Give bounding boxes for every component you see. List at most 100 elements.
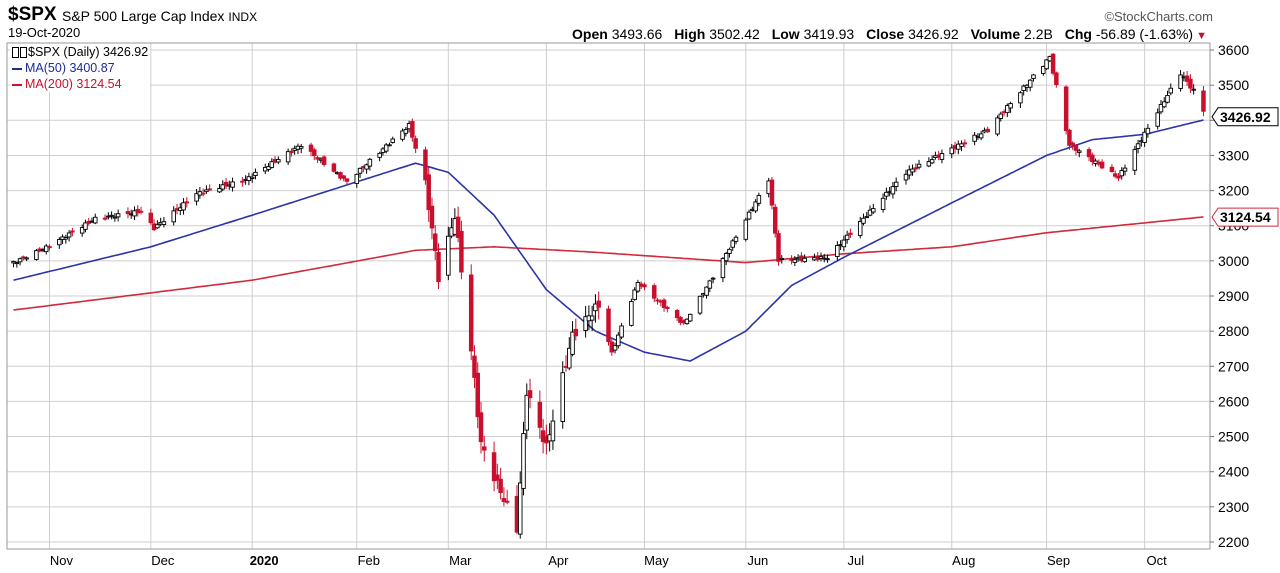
candle-body	[308, 144, 314, 152]
candle-body	[200, 192, 206, 195]
candle-body	[521, 433, 526, 489]
x-tick-label: Mar	[449, 553, 472, 568]
volume-value: 2.2B	[1024, 26, 1053, 42]
candle-body	[776, 233, 781, 262]
down-arrow-icon: ▼	[1196, 30, 1207, 42]
open-label: Open	[572, 26, 608, 42]
candle-body	[1076, 150, 1082, 153]
candle-body	[1191, 88, 1196, 91]
candle-body	[269, 161, 275, 168]
y-tick-label: 2800	[1218, 323, 1249, 339]
candle-body	[161, 221, 167, 225]
candle-body	[1178, 74, 1183, 89]
candle-body	[1070, 142, 1075, 146]
candle-body	[501, 498, 507, 503]
candle-body	[1021, 85, 1026, 91]
candlestick-series	[11, 53, 1206, 539]
candle-body	[642, 284, 647, 288]
candle-body	[132, 210, 137, 217]
candle-body	[687, 313, 693, 322]
exchange: INDX	[228, 10, 258, 24]
candle-body	[1031, 74, 1036, 79]
low-value: 3419.93	[803, 26, 855, 42]
candle-body	[491, 452, 497, 482]
candle-body	[383, 144, 389, 152]
x-tick-label: Aug	[952, 553, 975, 568]
candle-body	[596, 300, 601, 308]
candle-body	[1041, 66, 1046, 74]
candle-body	[727, 248, 732, 254]
x-tick-label: Jun	[747, 553, 768, 568]
candle-body	[916, 163, 922, 168]
candle-body	[861, 217, 866, 224]
candle-body	[357, 167, 363, 174]
grid	[7, 43, 1210, 549]
candle-body	[684, 318, 690, 325]
candle-body	[403, 129, 409, 134]
candle-body	[995, 117, 1000, 135]
candle-body	[171, 210, 176, 223]
candle-body	[985, 128, 990, 133]
symbol: $SPX	[8, 4, 57, 25]
ma200-line	[13, 216, 1204, 311]
candle-body	[220, 184, 226, 190]
chart-title: S&P 500 Large Cap Index INDX	[62, 8, 257, 24]
close-label: Close	[866, 26, 905, 42]
candle-body	[867, 209, 873, 216]
candle-body	[589, 315, 595, 321]
x-tick-label: Apr	[548, 553, 569, 568]
y-tick-label: 2300	[1218, 499, 1249, 515]
y-tick-label: 2700	[1218, 358, 1249, 374]
candle-body	[1005, 105, 1010, 114]
candle-body	[661, 299, 667, 309]
candle-body	[148, 212, 154, 224]
candle-body	[1054, 72, 1059, 86]
candle-body	[138, 210, 144, 213]
candle-body	[112, 216, 118, 219]
candle-body	[939, 153, 945, 160]
candle-body	[537, 401, 543, 428]
candle-body	[207, 188, 212, 191]
candle-body	[102, 217, 108, 220]
x-tick-label: Dec	[151, 553, 175, 568]
y-tick-label: 3600	[1218, 42, 1249, 58]
candle-body	[880, 197, 886, 211]
index-name: S&P 500 Large Cap Index	[62, 8, 225, 24]
candle-body	[504, 500, 510, 503]
price-tag-label: 3426.92	[1220, 109, 1271, 125]
candle-body	[926, 161, 932, 167]
candle-body	[835, 245, 840, 258]
candle-body	[707, 280, 713, 289]
brand-watermark[interactable]: ©StockCharts.com	[1104, 9, 1213, 24]
candle-body	[413, 138, 418, 149]
candle-body	[857, 221, 863, 236]
candle-body	[1008, 103, 1013, 109]
candle-body	[459, 230, 464, 273]
candle-body	[903, 173, 909, 181]
candle-body	[733, 236, 739, 242]
candle-body	[34, 250, 39, 260]
candle-body	[410, 121, 415, 138]
y-tick-label: 2600	[1218, 393, 1249, 409]
ma200-tag: 3124.54	[1211, 207, 1279, 227]
candle-body	[1155, 112, 1160, 127]
candle-body	[635, 281, 641, 292]
chg-value: -56.89 (-1.63%)	[1095, 26, 1194, 42]
candle-body	[423, 149, 428, 181]
candle-body	[1112, 173, 1118, 177]
candle-body	[364, 164, 369, 170]
candle-body	[1027, 79, 1033, 88]
candle-body	[429, 205, 435, 229]
candle-body	[472, 355, 477, 378]
line-swatch-icon	[12, 67, 22, 70]
candle-body	[753, 201, 758, 212]
candle-body	[704, 286, 709, 296]
candle-body	[890, 186, 896, 195]
close-value: 3426.92	[908, 26, 959, 42]
candle-body	[321, 156, 327, 165]
candle-body	[93, 216, 98, 224]
candle-body	[570, 331, 575, 355]
candle-body	[377, 152, 382, 158]
legend: $SPX (Daily) 3426.92 MA(50) 3400.87 MA(2…	[10, 44, 151, 92]
